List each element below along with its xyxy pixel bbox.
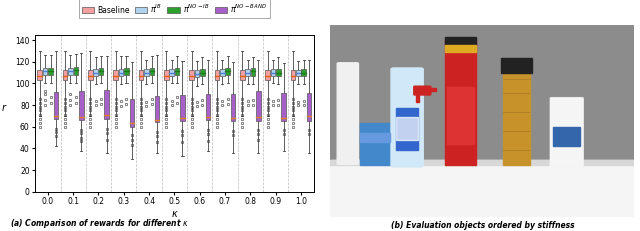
Bar (445, 37, 476, 45)
Bar (251, 68, 255, 76)
Bar (79, 91, 84, 120)
Bar (225, 68, 230, 75)
Bar (291, 70, 295, 80)
Bar (214, 70, 220, 80)
FancyBboxPatch shape (550, 97, 584, 166)
Bar (93, 69, 98, 76)
Bar (424, 88, 436, 91)
Bar (124, 68, 129, 75)
Bar (205, 94, 210, 120)
Text: (a) Comparison of rewards for different $\kappa$: (a) Comparison of rewards for different … (10, 217, 189, 230)
Legend: Baseline, $\pi^{IB}$, $\pi^{NO-IB}$, $\pi^{NO-BAND}$: Baseline, $\pi^{IB}$, $\pi^{NO-IB}$, $\p… (79, 0, 270, 18)
Bar (447, 87, 474, 144)
FancyBboxPatch shape (414, 86, 431, 95)
Bar (54, 92, 58, 119)
Bar (43, 68, 47, 75)
Bar (360, 133, 390, 142)
Bar (503, 70, 530, 165)
Bar (240, 70, 244, 80)
Bar (231, 94, 236, 121)
Bar (68, 68, 73, 75)
Bar (180, 95, 185, 121)
Bar (164, 70, 168, 80)
Bar (74, 67, 78, 75)
Bar (501, 58, 532, 73)
Bar (256, 91, 260, 121)
FancyBboxPatch shape (391, 68, 423, 167)
Bar (170, 69, 174, 76)
Bar (63, 70, 67, 80)
Bar (397, 117, 418, 140)
Bar (220, 69, 225, 76)
Y-axis label: $r$: $r$ (1, 102, 7, 113)
Text: (b) Evaluation objects ordered by stiffness: (b) Evaluation objects ordered by stiffn… (392, 221, 575, 230)
Bar (360, 123, 390, 165)
Bar (307, 93, 311, 121)
Bar (445, 45, 476, 52)
Bar (296, 70, 301, 76)
Bar (330, 25, 634, 164)
Bar (245, 69, 250, 76)
Bar (38, 70, 42, 80)
Bar (282, 93, 286, 121)
Bar (276, 69, 280, 76)
Bar (113, 70, 118, 80)
Bar (104, 90, 109, 119)
Bar (48, 68, 53, 75)
Bar (119, 69, 124, 76)
Bar (200, 69, 205, 76)
Bar (129, 99, 134, 127)
Bar (175, 68, 179, 75)
Bar (301, 69, 306, 76)
FancyBboxPatch shape (337, 63, 358, 164)
Bar (553, 127, 580, 146)
Bar (195, 70, 199, 77)
Polygon shape (416, 94, 419, 102)
Bar (330, 160, 634, 165)
Bar (445, 39, 476, 165)
Bar (397, 108, 418, 150)
Bar (155, 96, 159, 122)
Bar (144, 69, 148, 76)
Bar (330, 160, 634, 217)
Bar (99, 68, 104, 75)
Bar (189, 70, 194, 80)
Bar (271, 69, 275, 76)
Bar (150, 68, 154, 75)
Bar (265, 70, 270, 80)
Bar (88, 70, 93, 80)
X-axis label: $\kappa$: $\kappa$ (170, 209, 179, 219)
Bar (139, 70, 143, 80)
